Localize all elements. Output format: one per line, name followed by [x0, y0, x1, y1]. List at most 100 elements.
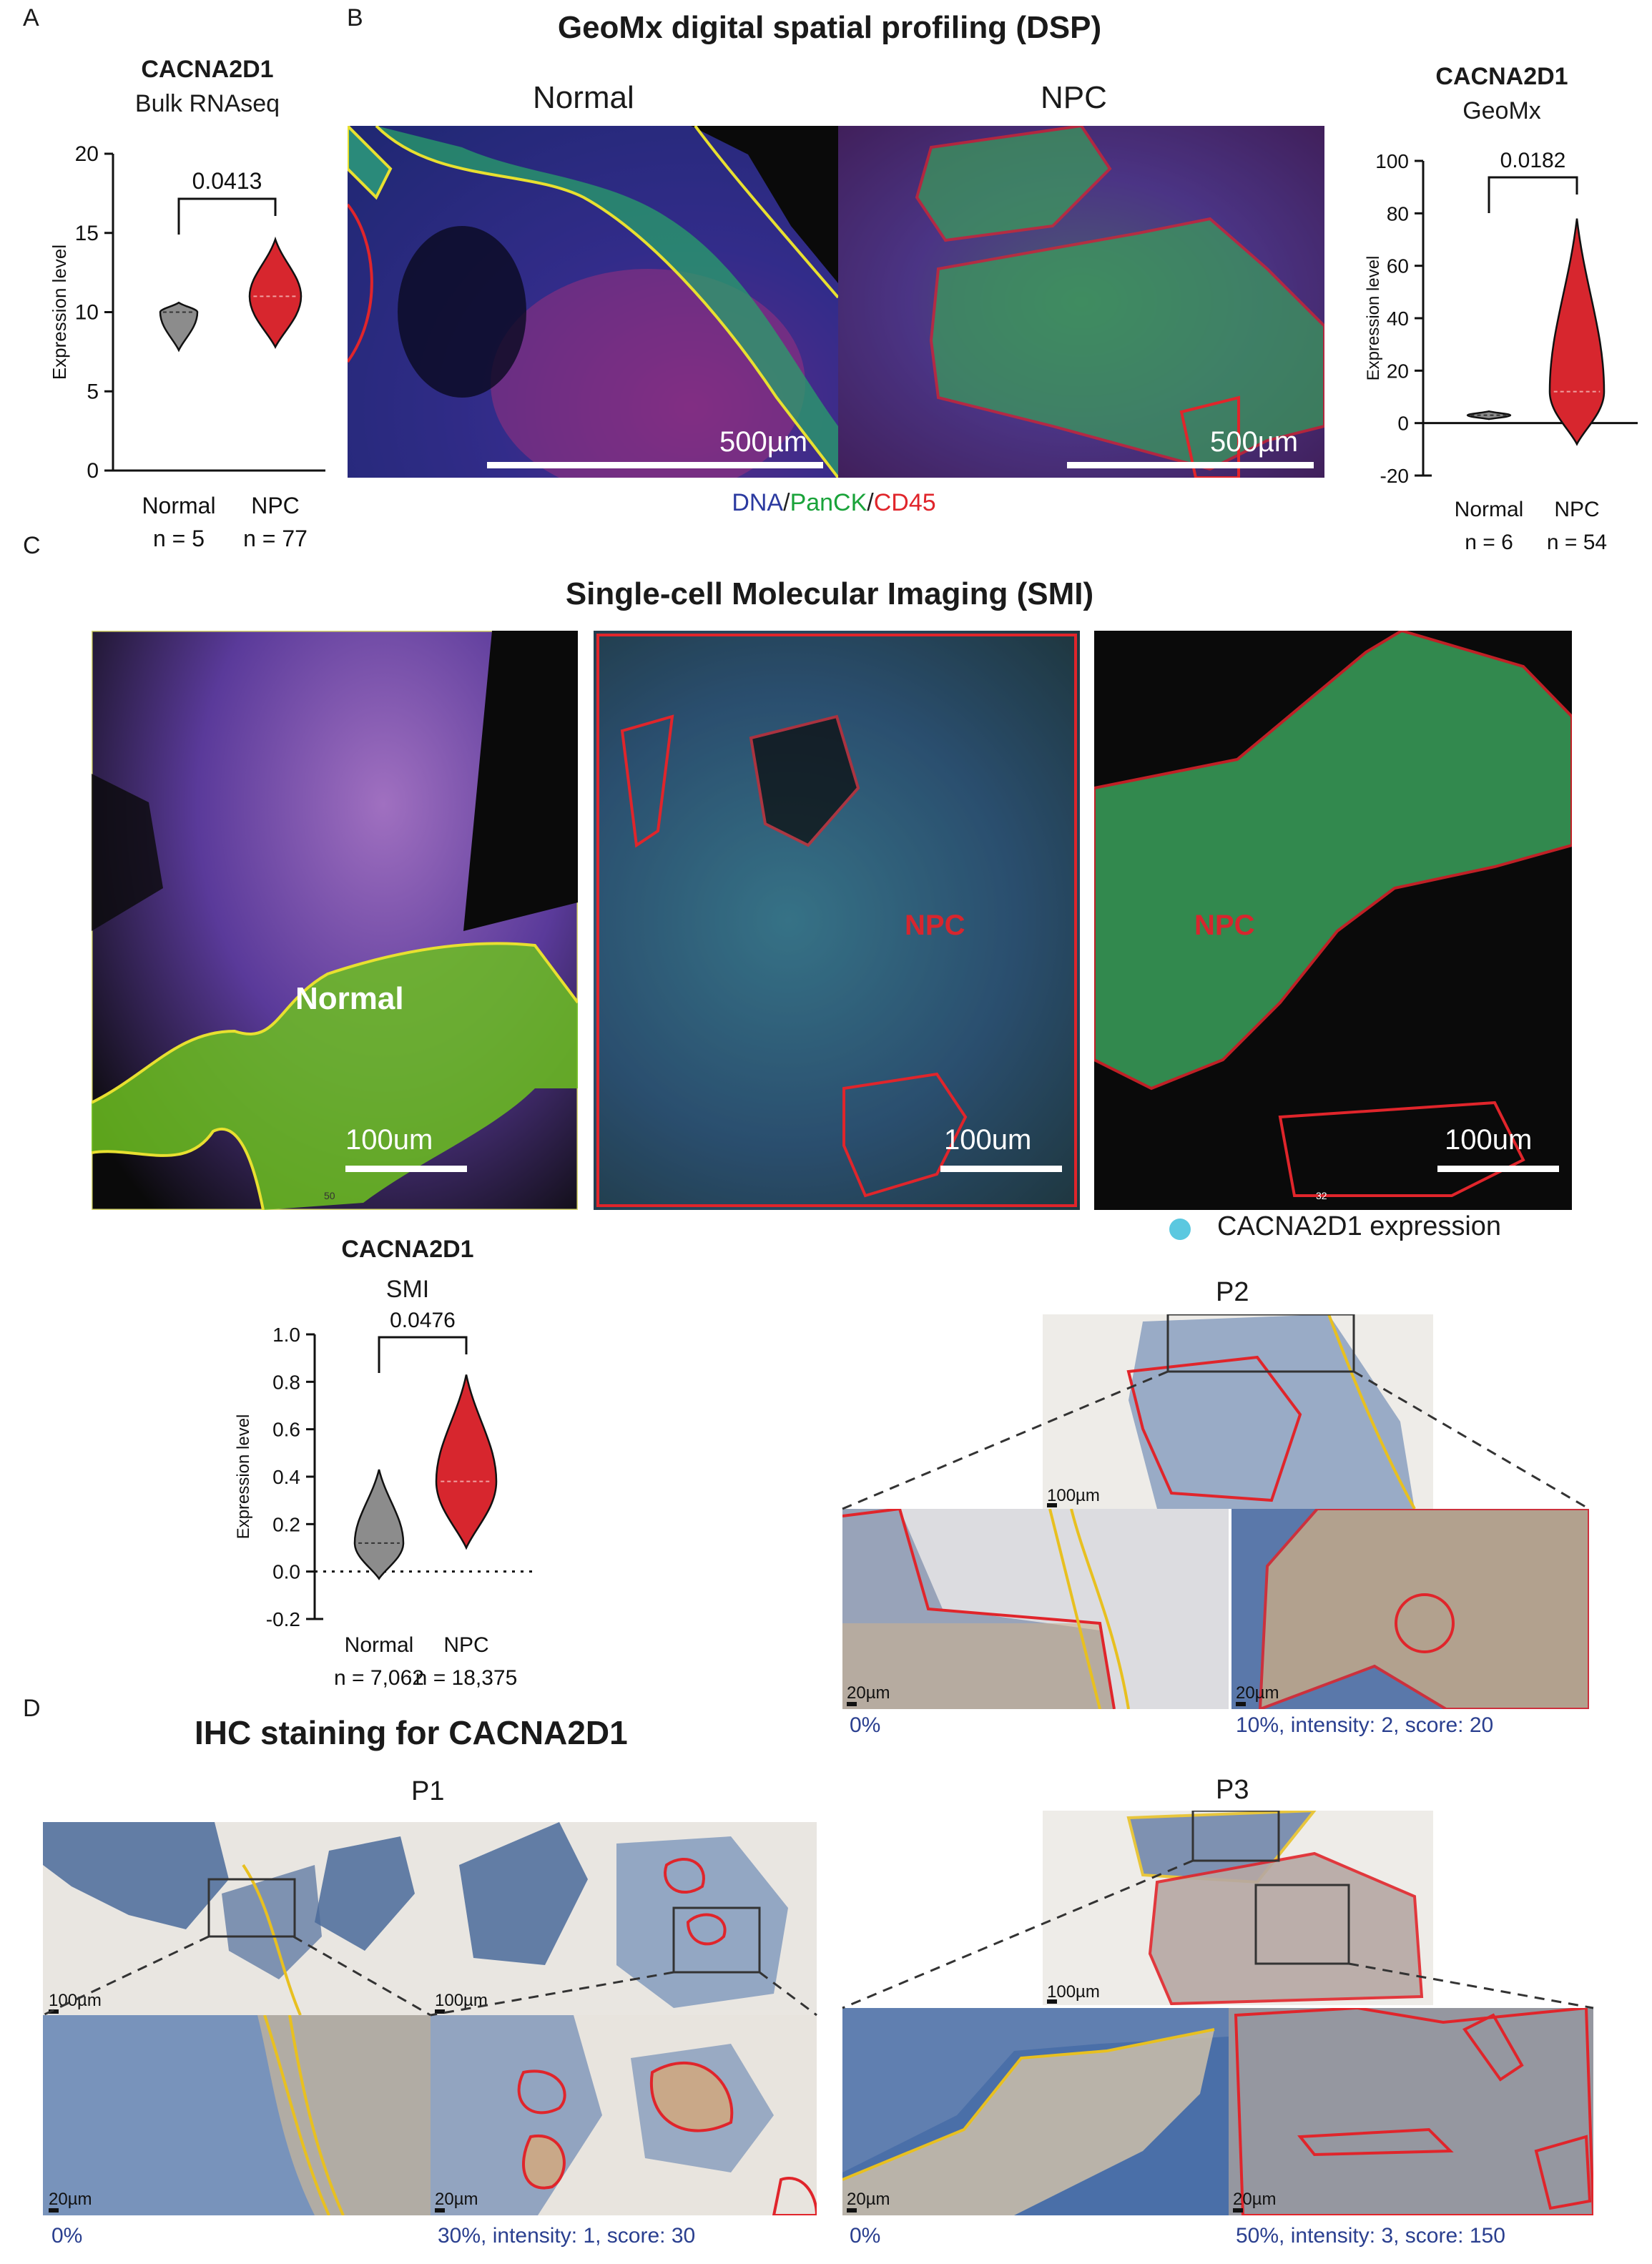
- chart-b-ytick-label-2: 20: [1387, 360, 1409, 382]
- dsp-normal-image: 500µm: [348, 126, 838, 478]
- ihc-p2-scalebar-100: [1047, 1503, 1057, 1507]
- chart-b-ytick-label-6: 100: [1375, 150, 1409, 172]
- legend-sep-1: /: [783, 489, 790, 516]
- ihc-p3-zoom-npc: 20µm: [1229, 2008, 1593, 2215]
- panel-letter-b: B: [347, 4, 363, 31]
- dsp-npc-image: 500µm: [838, 126, 1324, 478]
- dsp-label-normal: Normal: [533, 80, 634, 115]
- chart-c-ytick-label-4: 0.6: [272, 1419, 300, 1441]
- chart-a-n-normal: n = 5: [153, 526, 205, 551]
- ihc-label-p3: P3: [1216, 1775, 1249, 1805]
- smi-scale-bar-3: [1437, 1166, 1559, 1172]
- ihc-p2-zoom-npc: 20µm: [1231, 1509, 1589, 1709]
- smi-tiny-label-2: 32: [1316, 1190, 1327, 1201]
- ihc-p2-scale-20-left: 20µm: [847, 1683, 890, 1703]
- ihc-p3-zoom-normal: 20µm: [842, 2008, 1229, 2215]
- chart-c-violin-npc: [435, 1374, 498, 1550]
- ihc-p1-overview-normal: 100µm: [43, 1822, 431, 2015]
- panel-letter-a: A: [23, 4, 39, 31]
- ihc-label-p1: P1: [411, 1776, 445, 1806]
- chart-c-violin-normal: [353, 1469, 405, 1580]
- chart-c-title: CACNA2D1: [341, 1236, 474, 1263]
- chart-a-ylabel: Expression level: [49, 245, 70, 380]
- ihc-p3-scalebar-100: [1047, 1999, 1057, 2004]
- chart-a-title: CACNA2D1: [141, 56, 274, 83]
- ihc-p1-caption-normal: 0%: [51, 2224, 83, 2248]
- smi-legend-text: CACNA2D1 expression: [1217, 1211, 1502, 1241]
- chart-a-pvalue: 0.0413: [192, 168, 262, 194]
- ihc-p1-scalebar-20-right: [435, 2208, 445, 2213]
- legend-sep-2: /: [867, 489, 874, 516]
- ihc-p3-zoom-normal-shapes: [842, 2008, 1229, 2215]
- smi-npc-image-2: NPC 100um 32: [1094, 631, 1572, 1210]
- smi-label-normal: Normal: [295, 981, 404, 1016]
- smi-scale-label-2: 100um: [944, 1124, 1032, 1156]
- chart-a-ytick-label-2: 10: [75, 301, 99, 325]
- chart-a-category-npc: NPC: [251, 493, 300, 518]
- chart-c-ytick-label-2: 0.2: [272, 1513, 300, 1535]
- chart-a-violin-normal: [159, 301, 199, 353]
- chart-c-ylabel: Expression level: [234, 1414, 253, 1540]
- smi-scale-bar-2: [940, 1166, 1062, 1172]
- chart-a-category-normal: Normal: [142, 493, 215, 518]
- legend-cd45: CD45: [873, 489, 936, 516]
- dsp-label-npc: NPC: [1041, 80, 1107, 115]
- chart-b-category-normal: Normal: [1455, 498, 1524, 521]
- ihc-p1-scalebar-100-right: [435, 2009, 445, 2014]
- ihc-p2-scalebar-20-right: [1236, 1702, 1246, 1706]
- ihc-p1-overview-npc: 100µm: [431, 1822, 817, 2015]
- ihc-label-p2: P2: [1216, 1277, 1249, 1307]
- chart-c-n-normal: n = 7,062: [334, 1666, 424, 1690]
- chart-a-ytick-label-4: 20: [75, 142, 99, 166]
- chart-b-category-npc: NPC: [1554, 498, 1599, 521]
- smi-normal-image: Normal 100um 50: [92, 631, 578, 1210]
- chart-c-ytick-label-5: 0.8: [272, 1371, 300, 1393]
- chart-c-category-normal: Normal: [345, 1633, 414, 1657]
- chart-c-ytick-label-1: 0.0: [272, 1561, 300, 1583]
- chart-a-ytick-label-1: 5: [87, 380, 99, 403]
- ihc-p1-scale-20-left: 20µm: [49, 2190, 92, 2209]
- dsp-scale-bar-1: [487, 462, 823, 468]
- ihc-p3-caption-npc: 50%, intensity: 3, score: 150: [1236, 2224, 1505, 2248]
- ihc-p1-scalebar-100-left: [49, 2009, 59, 2014]
- smi-normal-overlay: [92, 631, 578, 1210]
- chart-b-ylabel: Expression level: [1364, 256, 1383, 381]
- chart-b-sig-bracket: [1488, 176, 1578, 213]
- ihc-p2-overview-shapes: [1126, 1314, 1416, 1509]
- ihc-p1-overview-normal-shapes: [43, 1822, 415, 2015]
- ihc-p2-scale-20-right: 20µm: [1236, 1683, 1279, 1703]
- panel-letter-d: D: [23, 1695, 41, 1722]
- ihc-p2-zoom-npc-shapes: [1258, 1509, 1589, 1709]
- chart-b-pvalue: 0.0182: [1500, 149, 1566, 172]
- chart-a-ytick-label-0: 0: [87, 459, 99, 483]
- legend-dna: DNA: [732, 489, 784, 516]
- chart-c-ytick-label-6: 1.0: [272, 1324, 300, 1346]
- chart-c-pvalue: 0.0476: [390, 1309, 456, 1332]
- dsp-scale-label-1: 500µm: [719, 426, 808, 458]
- dsp-channel-legend: DNA/PanCK/CD45: [705, 489, 963, 517]
- ihc-p1-scale-100-right: 100µm: [435, 1991, 488, 2010]
- ihc-p3-scalebar-20-right: [1233, 2208, 1243, 2213]
- smi-tiny-label-1: 50: [324, 1190, 335, 1201]
- chart-c-ytick-label-0: -0.2: [266, 1608, 300, 1630]
- cacna2d1-legend-dot: [1169, 1219, 1191, 1240]
- ihc-p3-caption-normal: 0%: [850, 2224, 881, 2248]
- ihc-p1-overview-npc-shapes: [459, 1822, 788, 2008]
- chart-a-svg: 0 5 10 15 20 Expression level Normal n = 5 NPC n …: [49, 142, 325, 551]
- ihc-title: IHC staining for CACNA2D1: [195, 1714, 628, 1751]
- legend-panck: PanCK: [790, 489, 867, 516]
- ihc-p1-caption-npc: 30%, intensity: 1, score: 30: [438, 2224, 696, 2248]
- smi-label-npc-2: NPC: [1194, 910, 1255, 941]
- smi-npc-image-1: NPC 100um: [594, 631, 1080, 1210]
- dsp-scale-label-2: 500µm: [1210, 426, 1299, 458]
- chart-c-sig-bracket: [378, 1336, 468, 1373]
- ihc-p1-zoom-npc-shapes: [431, 2015, 817, 2215]
- chart-b-violin-npc: [1548, 218, 1606, 446]
- dsp-title: GeoMx digital spatial profiling (DSP): [557, 10, 1102, 45]
- ihc-p3-scale-20-left: 20µm: [847, 2190, 890, 2209]
- ihc-p3-scalebar-20-left: [847, 2208, 857, 2213]
- smi-npc-overlay-2: [1094, 631, 1572, 1197]
- chart-c-svg: -0.2 0.0 0.2 0.4 0.6 0.8 1.0 Expression level No…: [234, 1309, 536, 1690]
- chart-b-n-npc: n = 54: [1547, 531, 1607, 554]
- ihc-p1-scale-100-left: 100µm: [49, 1991, 102, 2010]
